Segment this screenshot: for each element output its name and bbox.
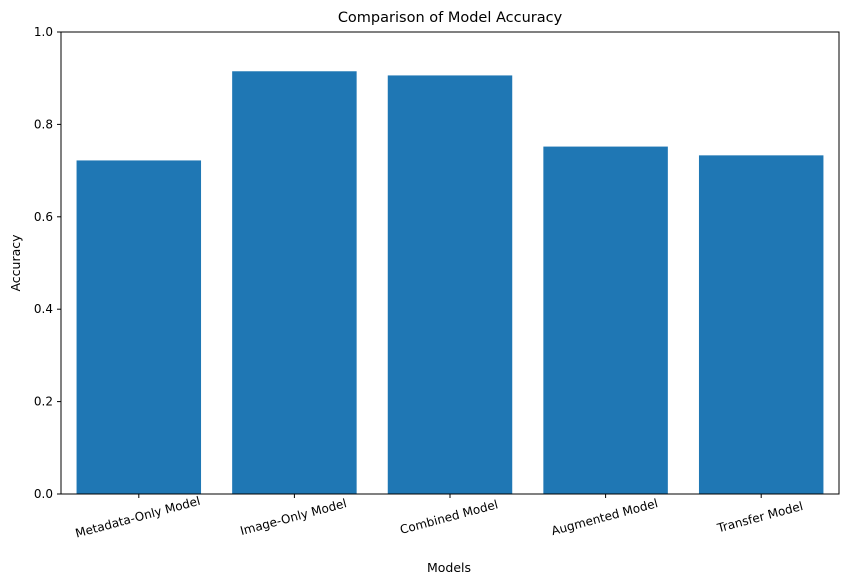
bar-0 [76, 160, 202, 494]
y-tick-label-0: 0.0 [34, 487, 53, 501]
bar-1 [232, 71, 357, 495]
x-tick-label-2: Combined Model [398, 497, 499, 537]
y-axis-label: Accuracy [8, 234, 23, 292]
y-tick-label-1: 0.2 [34, 395, 53, 409]
bar-4 [698, 155, 824, 494]
x-tick-label-3: Augmented Model [550, 496, 660, 538]
x-tick-label-4: Transfer Model [715, 499, 805, 536]
x-tick-label-0: Metadata-Only Model [74, 494, 202, 541]
chart-title: Comparison of Model Accuracy [338, 10, 563, 26]
x-axis: Metadata-Only Model Image-Only Model Combi… [74, 494, 805, 541]
y-axis: 0.0 0.2 0.4 0.6 0.8 1.0 [34, 25, 61, 501]
bar-3 [543, 146, 668, 495]
y-tick-label-4: 0.8 [34, 117, 53, 131]
x-tick-label-1: Image-Only Model [239, 496, 348, 538]
y-tick-label-2: 0.4 [34, 302, 53, 316]
bars-group [76, 71, 824, 495]
y-tick-label-5: 1.0 [34, 25, 53, 39]
y-tick-label-3: 0.6 [34, 210, 53, 224]
bar-2 [387, 75, 513, 494]
x-axis-label: Models [427, 560, 471, 575]
